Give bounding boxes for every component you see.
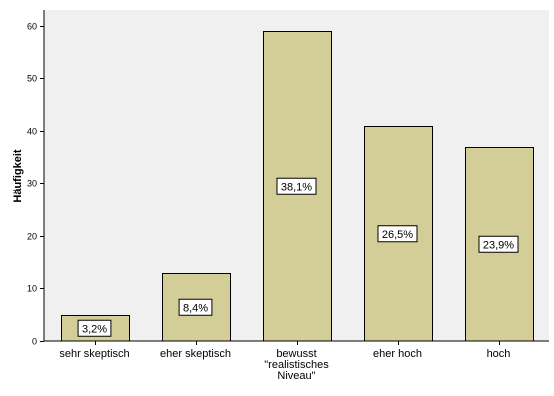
x-tick-label: eher hoch — [373, 348, 422, 360]
x-tick-label: hoch — [487, 348, 511, 360]
data-label: 8,4% — [183, 302, 208, 314]
y-tick-label: 40 — [27, 127, 37, 137]
y-tick-label: 30 — [27, 179, 37, 189]
x-tick-label: bewusst "realistisches Niveau" — [264, 348, 329, 382]
y-tick-label: 0 — [32, 337, 37, 347]
data-label-box — [178, 298, 213, 316]
y-tick-label: 60 — [27, 22, 37, 32]
y-tick-label: 10 — [27, 284, 37, 294]
x-tick-label: eher skeptisch — [160, 348, 231, 360]
y-tick-label: 20 — [27, 232, 37, 242]
data-label: 23,9% — [483, 239, 514, 251]
data-label-box — [276, 177, 317, 195]
data-label: 3,2% — [82, 323, 107, 335]
data-label-box — [377, 225, 418, 243]
data-label: 26,5% — [382, 229, 413, 241]
y-tick-label: 50 — [27, 74, 37, 84]
data-label-box — [478, 235, 519, 253]
data-label-box — [77, 319, 112, 337]
data-label: 38,1% — [281, 181, 312, 193]
y-axis-title: Häufigkeit — [12, 149, 24, 203]
x-tick-label: sehr skeptisch — [59, 348, 129, 360]
